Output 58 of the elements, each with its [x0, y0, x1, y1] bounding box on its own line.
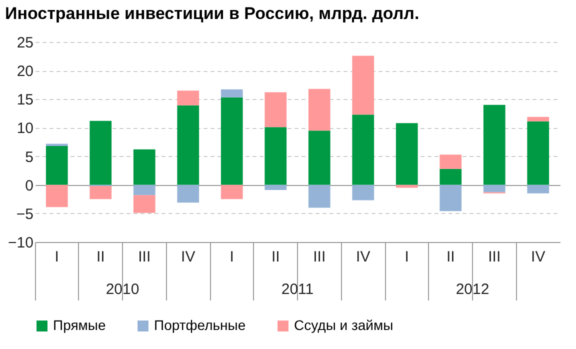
- bar: [46, 146, 68, 185]
- bar: [46, 184, 68, 208]
- bar: [177, 90, 200, 106]
- y-tick-label: 25: [16, 34, 34, 52]
- legend-label: Прямые: [53, 317, 106, 333]
- x-tick-label: III: [313, 248, 326, 266]
- bar: [527, 121, 550, 185]
- y-tick-label: 15: [16, 92, 34, 109]
- y-tick-label: 20: [16, 63, 34, 80]
- x-tick-label: II: [271, 248, 280, 266]
- bar: [220, 184, 243, 200]
- y-tick-label: 10: [16, 120, 34, 138]
- x-tick-label: IV: [531, 248, 546, 266]
- x-tick-label: I: [404, 248, 409, 266]
- bar: [264, 127, 287, 185]
- x-tick-label: IV: [181, 248, 196, 266]
- bar: [308, 130, 330, 185]
- text: 2012: [456, 281, 490, 298]
- x-tick-label: I: [230, 248, 234, 266]
- x-tick-label: II: [96, 248, 105, 266]
- x-tick-label: II: [446, 248, 455, 266]
- bar: [527, 184, 550, 194]
- chart-title: Иностранные инвестиции в Россию, млрд. долл.: [5, 4, 420, 23]
- bar: [396, 123, 418, 185]
- bar: [527, 116, 550, 122]
- bar: [352, 184, 374, 200]
- bar: [264, 92, 287, 128]
- y-tick-label: 0: [25, 177, 34, 194]
- bar: [483, 184, 506, 192]
- text: 2010: [106, 281, 140, 298]
- legend-label: Ссуды и займы: [294, 317, 394, 333]
- bar: [308, 184, 330, 208]
- bar: [352, 56, 374, 115]
- x-tick-label: IV: [356, 248, 370, 266]
- legend-label: Портфельные: [154, 317, 246, 333]
- bar: [133, 195, 156, 213]
- x-tick-label: I: [54, 248, 59, 266]
- x-tick-label: III: [488, 248, 501, 266]
- bar: [440, 168, 462, 185]
- bar: [133, 184, 156, 196]
- bar: [264, 184, 287, 190]
- bar: [177, 105, 200, 185]
- bar: [90, 186, 112, 200]
- bar: [308, 88, 330, 131]
- y-tick-label: −10: [8, 234, 34, 252]
- bar: [220, 89, 243, 98]
- text: 2011: [281, 281, 314, 298]
- bar: [440, 154, 462, 169]
- bar: [483, 104, 506, 185]
- bar: [220, 97, 243, 185]
- x-tick-label: III: [138, 248, 151, 266]
- bar: [177, 184, 200, 203]
- y-tick-label: 5: [25, 148, 34, 166]
- y-tick-label: −5: [16, 206, 34, 223]
- bar: [440, 184, 462, 212]
- bar: [352, 114, 374, 185]
- bar: [90, 120, 112, 185]
- bar: [133, 149, 156, 185]
